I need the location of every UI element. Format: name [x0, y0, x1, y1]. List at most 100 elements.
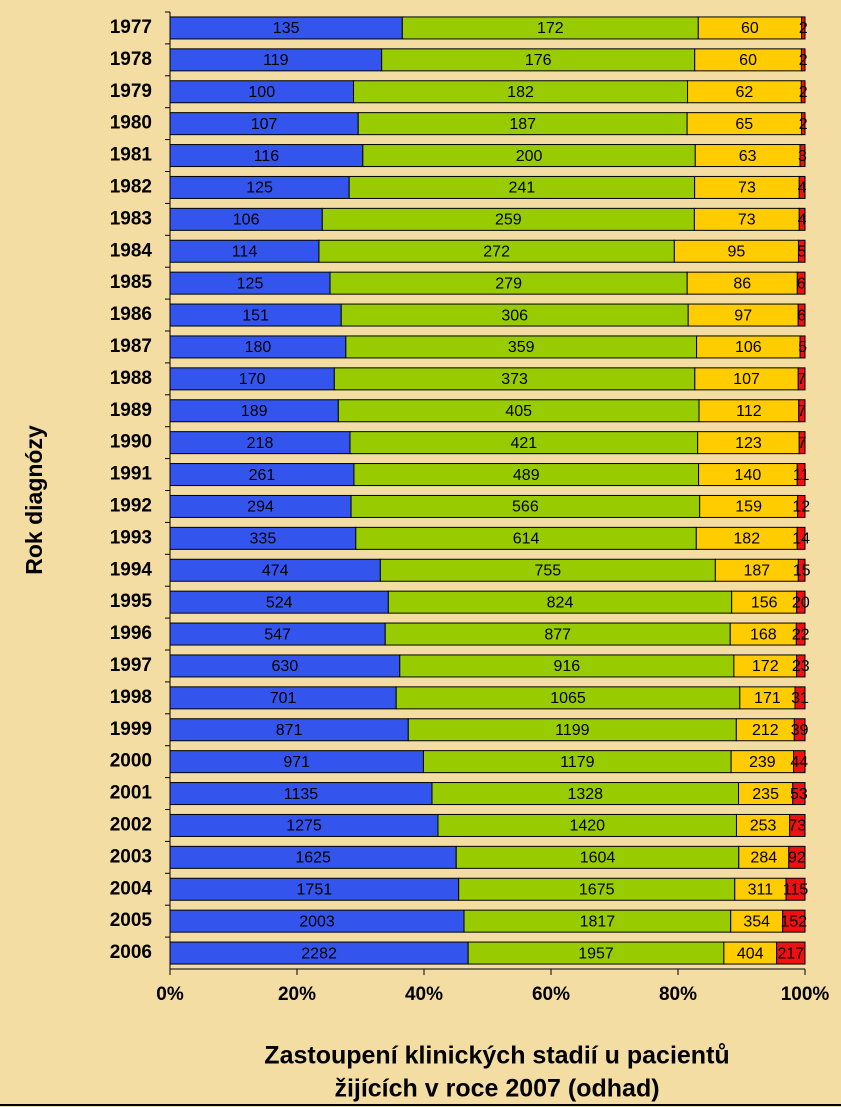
data-label: 3	[798, 148, 807, 165]
data-label: 2	[799, 84, 808, 101]
y-tick-label: 1999	[110, 719, 152, 740]
y-tick-label: 1989	[110, 400, 152, 421]
bar-segment	[797, 367, 806, 391]
bar-segment	[797, 239, 806, 263]
data-label: 1199	[555, 722, 590, 739]
data-label: 547	[264, 626, 291, 643]
data-label: 253	[750, 818, 777, 835]
data-label: 1957	[578, 945, 614, 962]
y-tick-label: 2006	[110, 942, 152, 963]
data-label: 189	[241, 403, 268, 420]
data-label: 871	[276, 722, 303, 739]
data-label: 182	[733, 531, 760, 548]
data-label: 180	[245, 339, 272, 356]
bar-segment	[798, 399, 806, 423]
data-label: 4	[798, 212, 807, 229]
y-tick-label: 1987	[110, 336, 152, 357]
data-label: 259	[495, 212, 522, 229]
data-label: 306	[501, 307, 528, 324]
y-tick-label: 1979	[110, 81, 152, 102]
data-label: 107	[251, 116, 278, 133]
data-label: 566	[512, 499, 539, 516]
y-tick-label: 2003	[110, 846, 152, 867]
bar-segment	[794, 686, 806, 710]
data-label: 182	[507, 84, 534, 101]
data-label: 114	[232, 243, 258, 260]
y-tick-label: 1978	[110, 49, 152, 70]
data-label: 261	[249, 467, 276, 484]
data-label: 279	[495, 275, 522, 292]
bar-segment	[776, 941, 806, 965]
data-label: 2	[799, 116, 808, 133]
data-label: 159	[735, 499, 762, 516]
bar-segment	[796, 654, 806, 678]
data-label: 241	[509, 180, 536, 197]
x-tick-label: 80%	[659, 984, 697, 1005]
x-axis-title: žijících v roce 2007 (odhad)	[334, 1075, 659, 1103]
y-tick-label: 1980	[110, 113, 152, 134]
data-label: 971	[283, 754, 310, 771]
data-label: 31	[791, 690, 809, 707]
data-label: 2003	[299, 913, 335, 930]
y-tick-label: 1996	[110, 623, 152, 644]
data-label: 5	[797, 243, 806, 260]
y-tick-label: 1994	[110, 559, 153, 580]
data-label: 116	[254, 148, 280, 165]
data-label: 6	[797, 275, 806, 292]
data-label: 170	[239, 371, 266, 388]
x-tick-label: 40%	[405, 984, 443, 1005]
data-label: 7	[798, 435, 807, 452]
data-label: 86	[733, 275, 751, 292]
data-label: 23	[792, 658, 810, 675]
data-label: 373	[501, 371, 528, 388]
y-tick-label: 1997	[110, 655, 152, 676]
bar-segment	[799, 144, 806, 168]
data-label: 421	[510, 435, 537, 452]
data-label: 20	[792, 594, 810, 611]
y-axis-title: Rok diagnózy	[21, 425, 47, 575]
bar-segment	[798, 431, 806, 455]
bar-segment	[798, 207, 806, 231]
bar-segment	[796, 271, 806, 295]
data-label: 2	[799, 20, 808, 37]
data-label: 1135	[284, 786, 319, 803]
data-label: 73	[788, 818, 806, 835]
data-label: 284	[750, 850, 777, 867]
data-label: 62	[736, 84, 754, 101]
y-tick-label: 1988	[110, 368, 152, 389]
data-label: 63	[739, 148, 757, 165]
data-label: 7	[797, 371, 806, 388]
y-tick-label: 2002	[110, 814, 152, 835]
data-label: 168	[750, 626, 777, 643]
y-tick-label: 1985	[110, 272, 153, 293]
bar-segment	[793, 718, 806, 742]
y-tick-label: 2001	[110, 783, 153, 804]
data-label: 235	[752, 786, 779, 803]
data-label: 53	[790, 786, 808, 803]
y-tick-label: 2005	[110, 910, 153, 931]
data-label: 14	[792, 531, 810, 548]
data-label: 12	[792, 499, 810, 516]
bar-segment	[785, 877, 806, 901]
y-tick-label: 1995	[110, 591, 153, 612]
x-tick-label: 20%	[278, 984, 316, 1005]
data-label: 701	[270, 690, 297, 707]
data-label: 123	[735, 435, 762, 452]
data-label: 1328	[567, 786, 603, 803]
bar-segment	[797, 558, 806, 582]
data-label: 294	[247, 499, 274, 516]
data-label: 2	[799, 52, 808, 69]
bar-segment	[800, 48, 806, 72]
y-tick-label: 1993	[110, 527, 152, 548]
data-label: 614	[513, 531, 540, 548]
data-label: 1604	[580, 850, 616, 867]
data-label: 217	[777, 945, 804, 962]
data-label: 151	[242, 307, 269, 324]
bar-segment	[795, 622, 806, 646]
data-label: 1817	[580, 913, 616, 930]
data-label: 106	[233, 212, 260, 229]
data-label: 135	[273, 20, 300, 37]
data-label: 187	[744, 562, 771, 579]
bar-segment	[800, 80, 806, 104]
